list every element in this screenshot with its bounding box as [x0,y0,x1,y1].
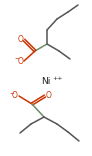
Text: O: O [17,36,23,44]
Text: −: − [10,90,14,95]
Text: Ni: Ni [41,76,51,85]
Text: O: O [46,92,52,100]
Text: O: O [17,56,23,66]
Text: ++: ++ [52,76,62,81]
Text: O: O [12,92,18,100]
Text: −: − [15,56,19,61]
